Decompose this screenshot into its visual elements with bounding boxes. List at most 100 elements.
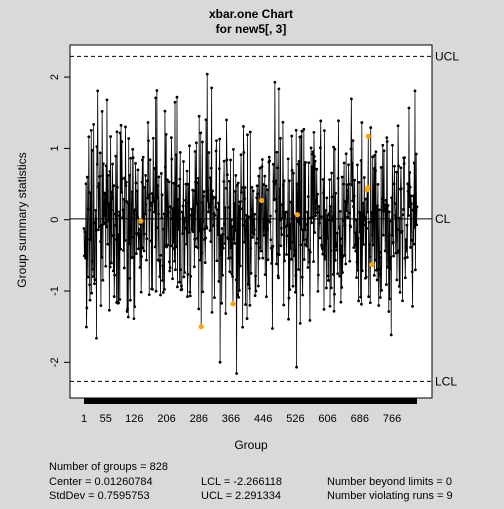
data-point — [222, 180, 226, 183]
data-point — [331, 215, 335, 219]
data-point — [191, 230, 195, 234]
data-point — [136, 168, 140, 172]
data-point — [335, 231, 339, 235]
data-point — [258, 246, 262, 250]
y-axis-ticks: -2 -1 0 1 2 — [49, 74, 70, 367]
data-point — [405, 223, 409, 227]
data-point — [161, 291, 165, 294]
data-point — [213, 213, 217, 217]
data-point — [386, 204, 390, 207]
data-point — [229, 246, 233, 250]
data-point — [152, 199, 156, 203]
data-point — [192, 265, 196, 269]
data-point — [94, 208, 98, 212]
data-point — [221, 273, 224, 277]
data-point — [103, 193, 107, 196]
data-point — [395, 278, 399, 282]
data-point — [304, 161, 307, 164]
x-tick-label: 126 — [125, 413, 143, 425]
data-point — [360, 269, 364, 273]
stats-violating-runs: Number violating runs = 9 — [327, 490, 453, 502]
data-point — [107, 202, 111, 205]
data-point — [249, 271, 253, 275]
data-point — [246, 259, 250, 263]
data-point — [225, 118, 228, 122]
series-line — [83, 74, 418, 374]
data-point — [120, 190, 123, 194]
violating-point — [294, 212, 301, 218]
data-point — [86, 275, 90, 279]
data-point — [86, 238, 90, 242]
data-point — [399, 187, 403, 191]
data-point — [345, 189, 349, 193]
data-point — [336, 176, 340, 180]
data-point — [99, 304, 103, 308]
data-point — [85, 175, 89, 179]
data-point — [172, 181, 176, 185]
data-point — [180, 210, 184, 214]
data-point — [131, 156, 135, 160]
data-point — [177, 184, 181, 188]
violating-point — [198, 324, 204, 330]
data-point — [372, 199, 375, 203]
data-point — [291, 284, 295, 288]
data-point — [343, 224, 347, 227]
data-point — [166, 243, 170, 247]
data-point — [338, 209, 342, 213]
data-point — [171, 207, 175, 211]
data-point — [253, 294, 257, 298]
y-tick-label: -2 — [49, 357, 61, 367]
data-point — [209, 176, 212, 180]
data-point — [97, 181, 101, 185]
data-point — [360, 121, 364, 124]
data-point — [409, 246, 412, 249]
data-point — [215, 208, 219, 212]
data-point — [154, 96, 158, 100]
data-point — [143, 186, 147, 189]
data-point — [226, 237, 230, 241]
data-point — [180, 288, 184, 291]
data-point — [302, 238, 305, 242]
data-point — [377, 208, 381, 212]
data-point — [217, 280, 221, 283]
data-point — [241, 325, 245, 329]
data-point — [395, 251, 399, 254]
data-point — [128, 276, 132, 280]
data-point — [296, 162, 300, 166]
data-point — [238, 264, 242, 268]
data-point — [246, 133, 249, 137]
data-point — [330, 195, 334, 199]
data-point — [230, 272, 234, 276]
data-point — [299, 135, 303, 139]
data-point — [93, 278, 97, 282]
x-axis-ticks: 1 55 126 206 286 366 446 526 606 686 766 — [81, 413, 401, 425]
data-point — [273, 80, 277, 84]
data-point — [336, 272, 340, 276]
data-point — [262, 233, 266, 237]
data-point — [88, 283, 92, 287]
data-point — [407, 205, 411, 209]
data-point — [300, 275, 304, 279]
data-point — [308, 248, 311, 252]
data-point — [87, 207, 90, 211]
data-point — [112, 184, 116, 188]
data-point — [242, 240, 246, 244]
data-point — [95, 162, 99, 166]
data-point — [110, 196, 114, 200]
data-point — [143, 212, 147, 216]
data-point — [312, 130, 316, 134]
data-point — [200, 201, 204, 205]
data-point — [357, 299, 361, 303]
data-point — [83, 254, 87, 257]
data-point — [362, 176, 366, 179]
data-point — [185, 169, 189, 173]
data-point — [197, 114, 201, 118]
data-point — [287, 317, 290, 321]
data-point — [194, 141, 198, 145]
data-point — [318, 236, 322, 240]
x-axis-tick-band — [84, 398, 417, 404]
data-point — [137, 233, 141, 237]
data-point — [278, 187, 282, 191]
data-point — [137, 227, 141, 231]
x-tick-label: 766 — [383, 413, 401, 425]
